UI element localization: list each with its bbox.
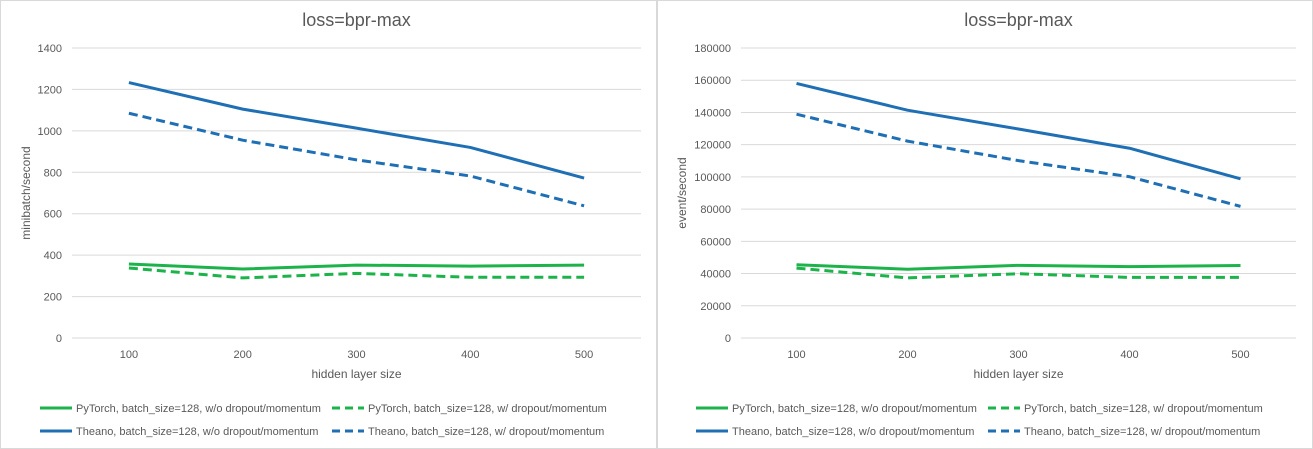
y-tick-label: 160000 — [694, 75, 731, 87]
series-line-2 — [128, 266, 585, 280]
legend-label: Theano, batch_size=128, w/ dropout/momen… — [368, 426, 604, 438]
series-line-3 — [796, 81, 1241, 181]
y-tick-label: 1200 — [38, 84, 62, 96]
x-tick-label: 500 — [1231, 349, 1249, 361]
y-axis-title: event/second — [675, 157, 689, 228]
x-axis-title: hidden layer size — [973, 367, 1063, 381]
y-tick-label: 200 — [44, 292, 62, 304]
legend-label: PyTorch, batch_size=128, w/ dropout/mome… — [1024, 403, 1263, 415]
y-tick-label: 1000 — [38, 126, 62, 138]
chart-frame — [0, 0, 657, 449]
y-tick-label: 80000 — [700, 204, 731, 216]
x-tick-label: 200 — [234, 349, 252, 361]
series-line-3 — [128, 81, 585, 180]
y-tick-label: 20000 — [700, 301, 731, 313]
x-tick-label: 100 — [120, 349, 138, 361]
x-tick-label: 200 — [898, 349, 916, 361]
x-tick-label: 100 — [787, 349, 805, 361]
x-tick-label: 300 — [1009, 349, 1027, 361]
y-tick-label: 140000 — [694, 107, 731, 119]
legend-label: PyTorch, batch_size=128, w/o dropout/mom… — [732, 403, 977, 415]
y-tick-label: 40000 — [700, 269, 731, 281]
x-tick-label: 400 — [461, 349, 479, 361]
y-tick-label: 600 — [44, 209, 62, 221]
series-line-4 — [796, 112, 1241, 208]
series-line-1 — [796, 263, 1241, 271]
y-tick-label: 800 — [44, 167, 62, 179]
chart-title: loss=bpr-max — [964, 10, 1073, 30]
series-line-4 — [128, 111, 585, 208]
x-tick-label: 300 — [347, 349, 365, 361]
chart-1: loss=bpr-max 0 200 400 600 800 1000 1200 1400 100… — [0, 0, 657, 449]
legend-label: PyTorch, batch_size=128, w/ dropout/mome… — [368, 403, 607, 415]
chart-title: loss=bpr-max — [302, 10, 411, 30]
y-tick-label: 0 — [56, 333, 62, 345]
legend-label: Theano, batch_size=128, w/o dropout/mome… — [732, 426, 974, 438]
chart-frame — [657, 0, 1313, 449]
chart-2: loss=bpr-max 0 20000 40000 60000 80000 100000 1… — [657, 0, 1313, 449]
series-line-2 — [796, 266, 1241, 280]
y-tick-label: 180000 — [694, 43, 731, 55]
x-axis-title: hidden layer size — [311, 367, 401, 381]
legend-label: PyTorch, batch_size=128, w/o dropout/mom… — [76, 403, 321, 415]
y-tick-label: 100000 — [694, 172, 731, 184]
y-tick-label: 1400 — [38, 43, 62, 55]
y-tick-label: 0 — [725, 333, 731, 345]
y-tick-label: 120000 — [694, 140, 731, 152]
x-tick-label: 400 — [1120, 349, 1138, 361]
x-tick-label: 500 — [575, 349, 593, 361]
legend-label: Theano, batch_size=128, w/ dropout/momen… — [1024, 426, 1260, 438]
y-tick-label: 60000 — [700, 236, 731, 248]
legend-label: Theano, batch_size=128, w/o dropout/mome… — [76, 426, 318, 438]
y-axis-title: minibatch/second — [19, 146, 33, 239]
series-line-1 — [128, 262, 585, 271]
y-tick-label: 400 — [44, 250, 62, 262]
